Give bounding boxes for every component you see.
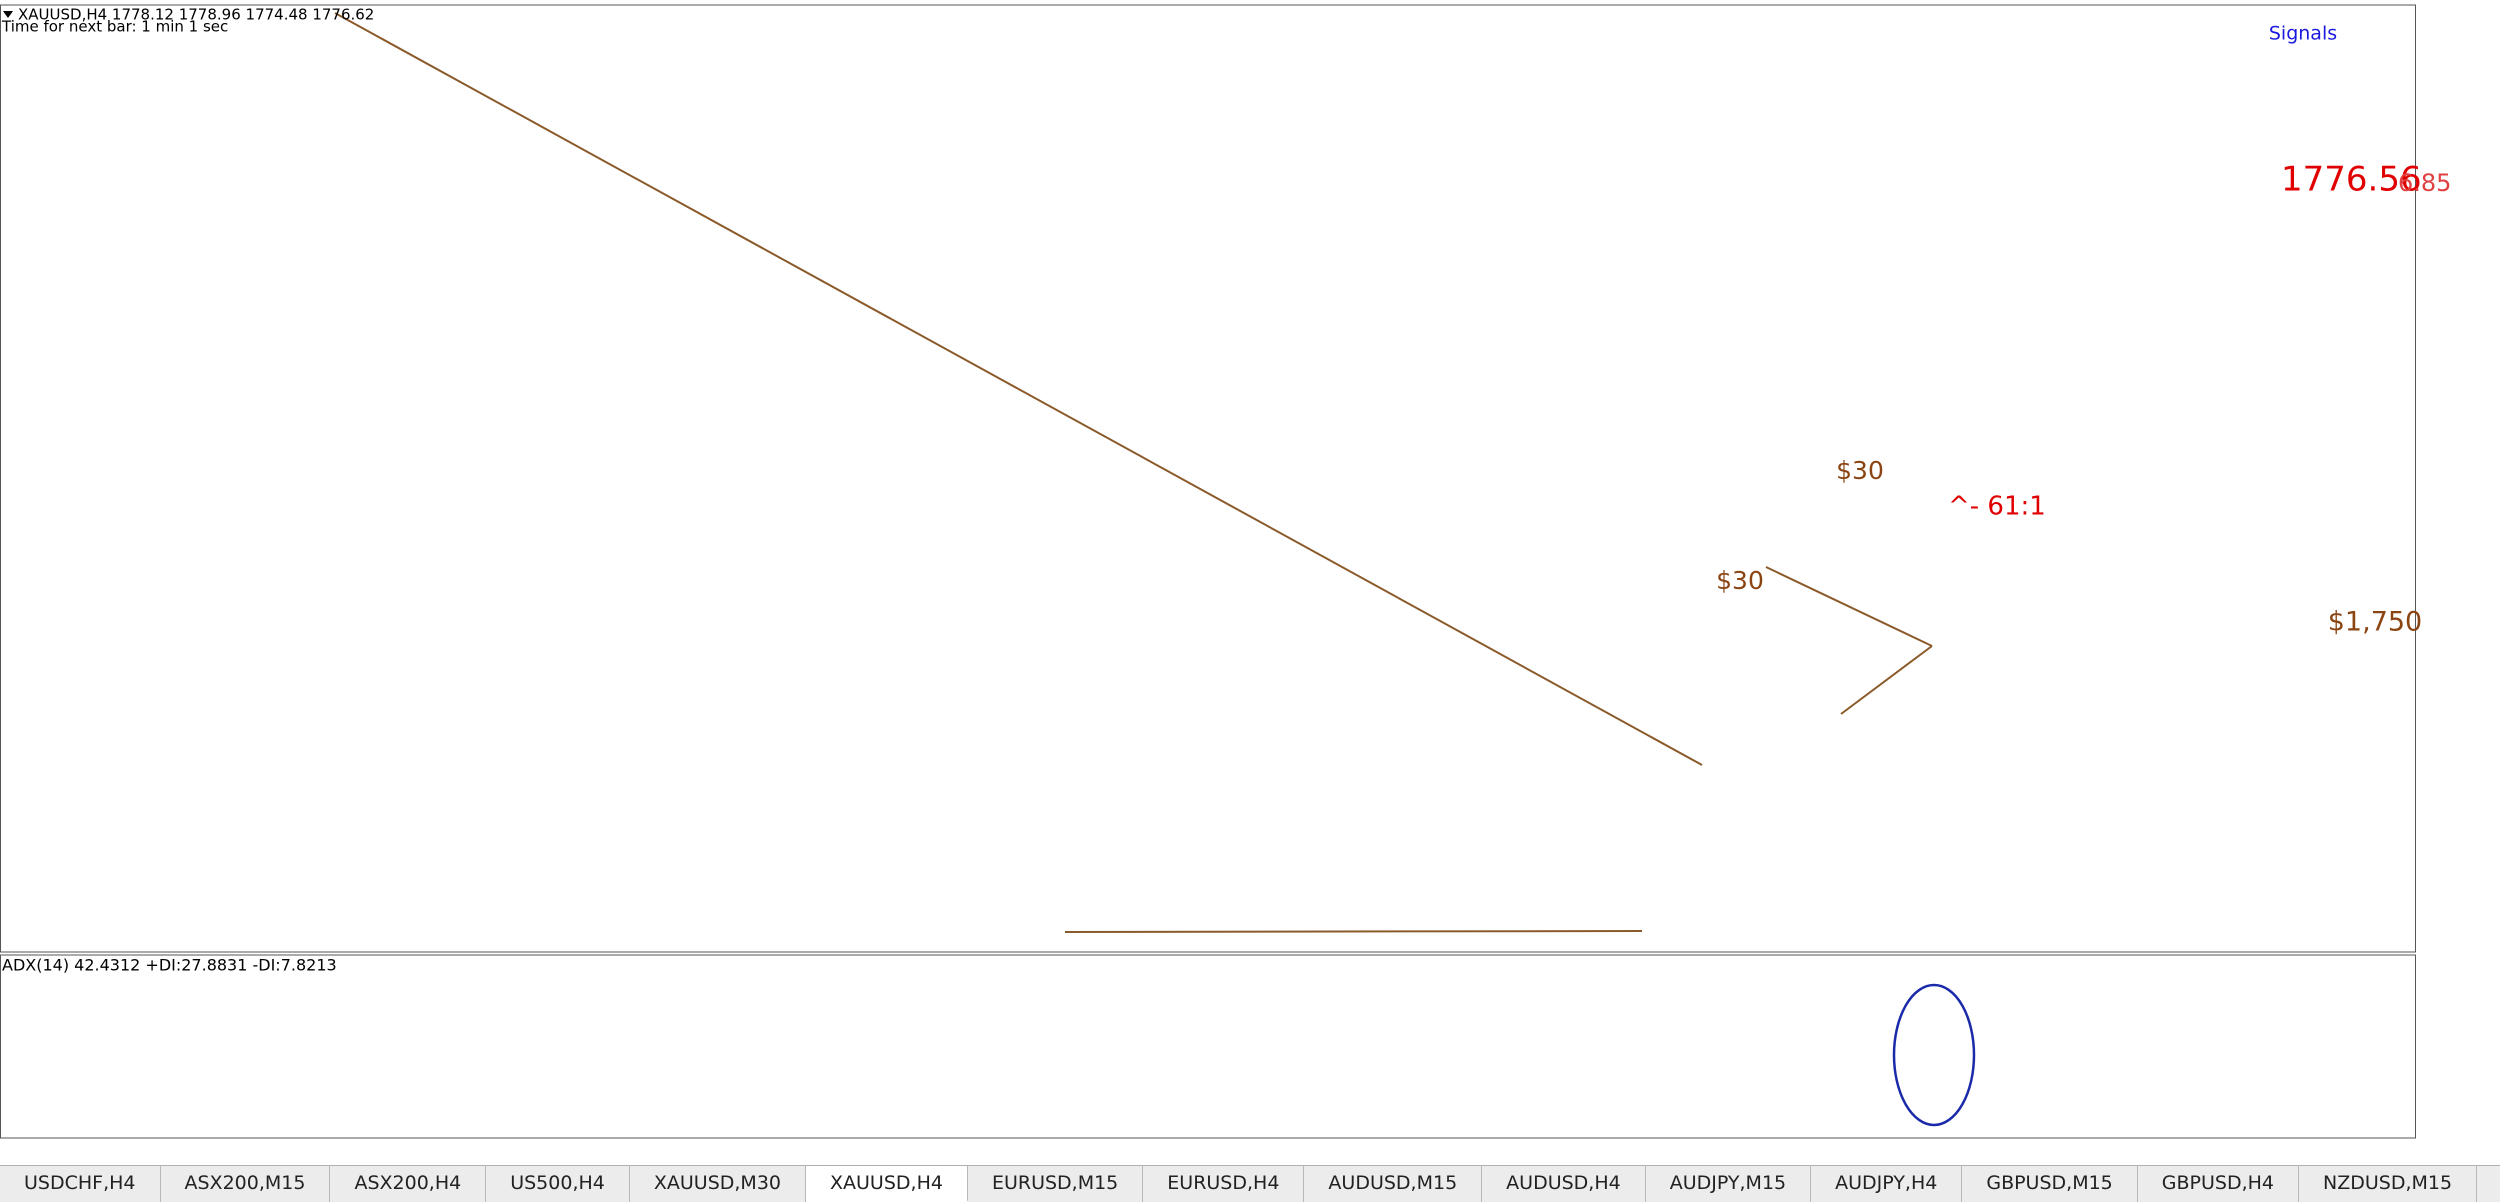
chart-tab[interactable]: USDCHF,H4 xyxy=(0,1166,161,1202)
chart-tab[interactable]: XAUUSD,M30 xyxy=(630,1166,807,1202)
chart-tab[interactable]: ASX200,H4 xyxy=(330,1166,487,1202)
chart-tab[interactable]: ASX200,M15 xyxy=(161,1166,331,1202)
adx-panel xyxy=(0,954,2416,1139)
annotation: $1,750 xyxy=(2328,607,2422,638)
chart-tab[interactable]: GBPUSD,H4 xyxy=(2138,1166,2300,1202)
tab-bar: USDCHF,H4 ASX200,M15 ASX200,H4 US500,H4 XAUU… xyxy=(0,1165,2500,1202)
chart-tab[interactable]: EURUSD,H4 xyxy=(1143,1166,1305,1202)
price-panel xyxy=(0,4,2416,953)
chart-tab[interactable]: EURUSD,M15 xyxy=(968,1166,1144,1202)
trendline xyxy=(334,12,1703,766)
annotation: ^- 61:1 xyxy=(1948,492,2046,522)
chart-tab[interactable]: AUDJPY,H4 xyxy=(1811,1166,1963,1202)
triangle-line xyxy=(1840,645,1933,715)
annotation: $30 xyxy=(1836,456,1884,485)
support-line xyxy=(1064,930,1643,933)
background xyxy=(0,0,2500,1165)
annotation: $30 xyxy=(1716,566,1764,595)
adx-title: ADX(14) 42.4312 +DI:27.8831 -DI:7.8213 xyxy=(2,956,337,975)
terminal-chart: XAUUSD,H4 1778.12 1778.96 1774.48 1776.6… xyxy=(0,0,2500,1165)
chart-tab[interactable]: NZDUSD,M15 xyxy=(2299,1166,2478,1202)
chart-tab[interactable]: US500,H4 xyxy=(486,1166,630,1202)
bid-price: 1776.56 xyxy=(2281,160,2422,200)
triangle-line xyxy=(1765,566,1933,647)
bar-timer: Time for next bar: 1 min 1 sec xyxy=(1,18,228,36)
chart-tab[interactable]: AUDUSD,H4 xyxy=(1482,1166,1646,1202)
symbol-line: XAUUSD,H4 1778.12 1778.96 1774.48 1776.6… xyxy=(18,6,374,24)
chart-tab[interactable]: AUDJPY,M15 xyxy=(1646,1166,1812,1202)
collapse-icon xyxy=(3,11,13,18)
chart-tab[interactable]: XAUUSD,H4 xyxy=(806,1166,968,1202)
ask-fragment: 6.85 xyxy=(2398,169,2451,197)
chart-tab[interactable]: AUDUSD,M15 xyxy=(1304,1166,1483,1202)
highlight-ellipse xyxy=(1892,983,1976,1127)
signals-title: Signals xyxy=(2269,23,2337,45)
chart-tab[interactable]: GBPUSD,M15 xyxy=(1962,1166,2138,1202)
chart-tab[interactable]: NZDUSD,H4 xyxy=(2477,1166,2500,1202)
